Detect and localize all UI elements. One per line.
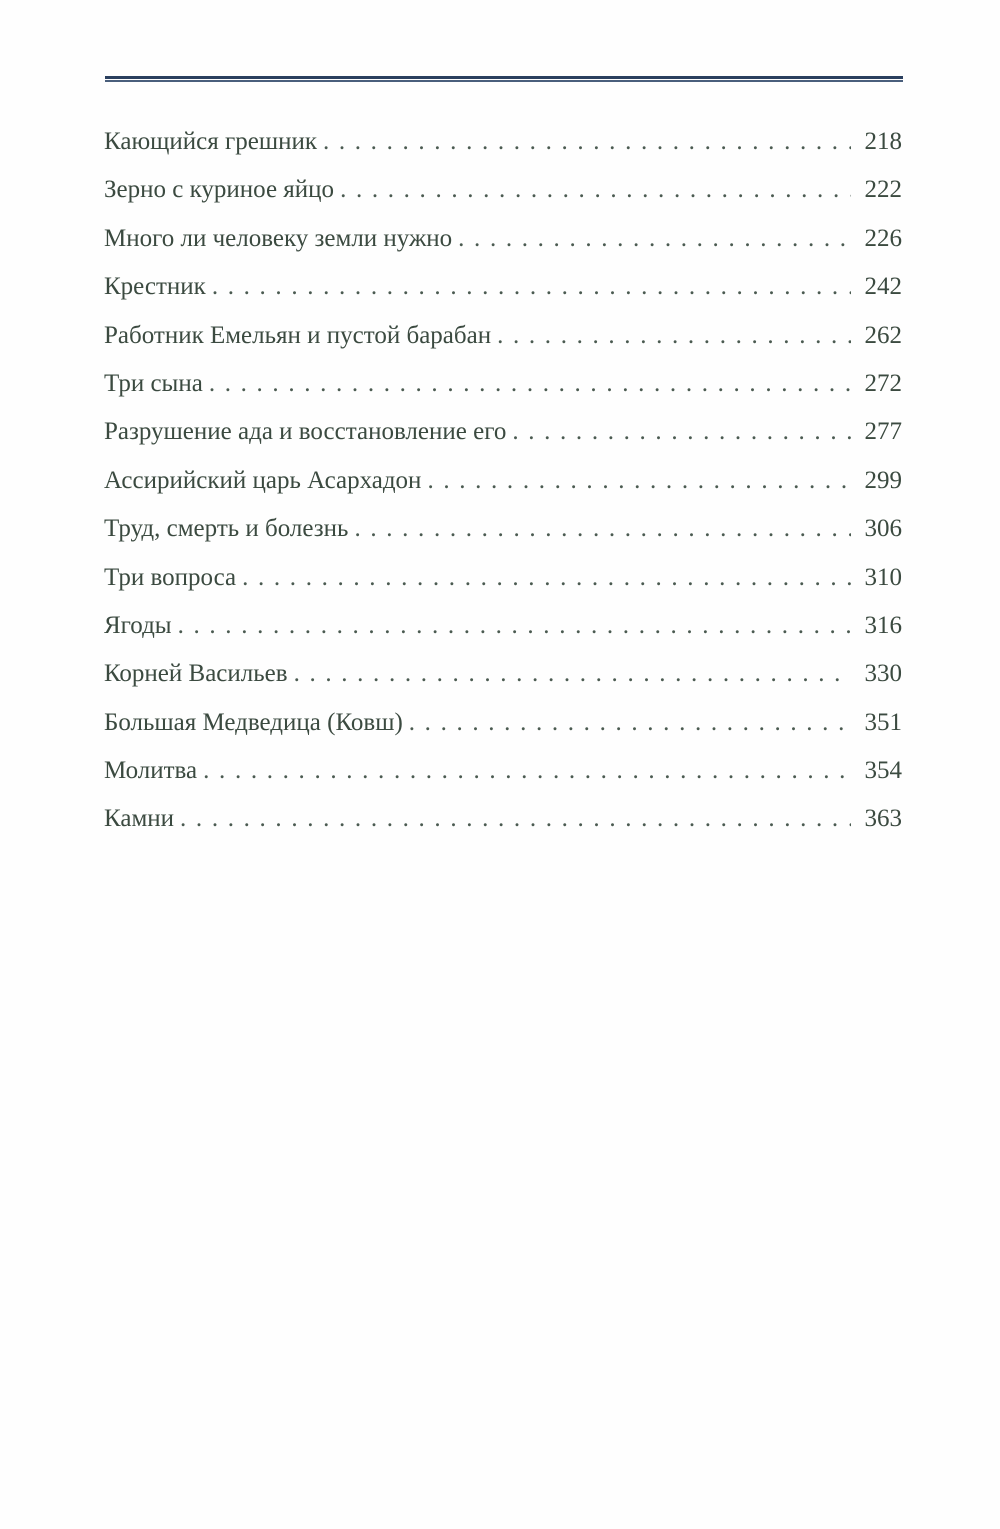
toc-entry: Разрушение ада и восстановление его 277 (104, 418, 902, 466)
dot-leader (209, 370, 851, 398)
dot-leader (203, 757, 850, 785)
toc-entry: Камни 363 (104, 805, 902, 853)
toc-entry-title: Ассирийский царь Асархадон (104, 466, 422, 494)
toc-entry-page: 262 (864, 321, 903, 349)
header-double-rule (105, 76, 903, 83)
toc-entry-page: 299 (864, 466, 903, 494)
toc-entry-page: 242 (864, 273, 903, 301)
dot-leader (178, 612, 851, 640)
toc-entry: Много ли человеку земли нужно 226 (104, 225, 902, 273)
dot-leader (180, 805, 850, 833)
toc-entry-title: Работник Емельян и пустой барабан (104, 321, 492, 349)
dot-leader (427, 467, 850, 495)
dot-leader (340, 176, 850, 204)
toc-entry: Труд, смерть и болезнь 306 (104, 515, 902, 563)
dot-leader (497, 322, 850, 350)
toc-entry: Ягоды 316 (104, 612, 902, 660)
dot-leader (512, 418, 850, 446)
toc-entry-page: 351 (864, 708, 903, 736)
toc-entry: Большая Медведица (Ковш) 351 (104, 709, 902, 757)
toc-entry-title: Большая Медведица (Ковш) (104, 708, 403, 736)
toc-entry: Корней Васильев 330 (104, 660, 902, 708)
toc-entry-title: Корней Васильев (104, 660, 288, 688)
dot-leader (212, 273, 851, 301)
toc-entry: Три сына 272 (104, 370, 902, 418)
toc-entry-page: 306 (864, 515, 903, 543)
table-of-contents: Кающийся грешник 218 Зерно с куриное яйцо 2… (104, 128, 902, 854)
toc-entry-title: Крестник (104, 273, 206, 301)
toc-entry: Молитва 354 (104, 757, 902, 805)
toc-entry: Три вопроса 310 (104, 564, 902, 612)
toc-entry-title: Три вопроса (104, 563, 237, 591)
toc-entry-title: Три сына (104, 369, 203, 397)
toc-entry-page: 316 (864, 611, 903, 639)
toc-entry-title: Камни (104, 805, 175, 833)
toc-entry: Работник Емельян и пустой барабан 262 (104, 322, 902, 370)
toc-entry-page: 272 (864, 369, 903, 397)
toc-entry-page: 218 (864, 128, 903, 155)
toc-entry-title: Ягоды (104, 611, 172, 639)
toc-entry-title: Труд, смерть и болезнь (104, 515, 349, 543)
dot-leader (409, 709, 851, 737)
toc-entry: Кающийся грешник 218 (104, 128, 902, 176)
toc-entry-page: 354 (864, 757, 903, 785)
dot-leader (323, 128, 851, 156)
toc-entry-page: 277 (864, 418, 903, 446)
toc-entry-page: 310 (864, 563, 903, 591)
toc-entry: Ассирийский царь Асархадон 299 (104, 467, 902, 515)
toc-entry-title: Кающийся грешник (104, 128, 317, 155)
dot-leader (242, 564, 850, 592)
toc-entry: Крестник 242 (104, 273, 902, 321)
toc-entry-title: Разрушение ада и восстановление его (104, 418, 507, 446)
toc-entry-title: Много ли человеку земли нужно (104, 224, 453, 252)
dot-leader (354, 515, 850, 543)
toc-entry-title: Молитва (104, 757, 198, 785)
dot-leader (294, 660, 851, 688)
toc-entry-title: Зерно с куриное яйцо (104, 176, 335, 204)
toc-entry-page: 226 (864, 224, 903, 252)
toc-entry-page: 363 (864, 805, 903, 833)
toc-entry: Зерно с куриное яйцо 222 (104, 176, 902, 224)
toc-entry-page: 330 (864, 660, 903, 688)
dot-leader (458, 225, 850, 253)
toc-entry-page: 222 (864, 176, 903, 204)
